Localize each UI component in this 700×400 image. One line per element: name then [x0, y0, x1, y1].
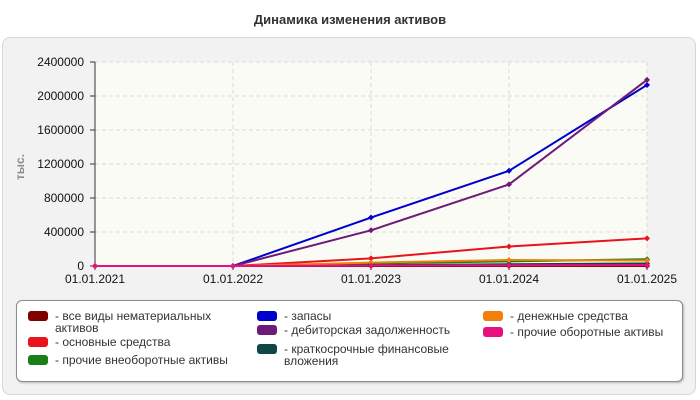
series-point — [230, 263, 236, 269]
legend-label: - дебиторская задолженность — [284, 323, 451, 337]
x-tick-label: 01.01.2025 — [617, 272, 677, 286]
x-tick-label: 01.01.2021 — [65, 272, 125, 286]
series-point — [92, 263, 98, 269]
legend-label: - прочие внеоборотные активы — [55, 353, 228, 367]
y-tick-label: 800000 — [44, 191, 84, 205]
legend-label: - все виды нематериальных активов — [55, 309, 212, 335]
y-tick-label: 2000000 — [37, 89, 84, 103]
legend-swatch — [28, 311, 48, 321]
legend-label: - прочие оборотные активы — [510, 325, 664, 339]
y-tick-label: 1600000 — [37, 123, 84, 137]
series-point — [506, 257, 512, 264]
chart-title: Динамика изменения активов — [253, 12, 447, 27]
series-point — [644, 76, 650, 83]
series-point — [368, 214, 374, 221]
series-point — [644, 257, 650, 264]
legend-swatch — [28, 337, 48, 347]
legend-swatch — [257, 311, 277, 321]
series-point — [506, 167, 512, 174]
legend-label: - основные средства — [55, 335, 171, 349]
legend-swatch — [257, 344, 277, 354]
legend-label: - запасы — [284, 309, 332, 323]
legend-swatch — [257, 325, 277, 335]
series-point — [368, 227, 374, 234]
legend-swatch — [483, 311, 503, 321]
series-point — [506, 243, 512, 250]
legend-label: - денежные средства — [510, 309, 628, 323]
x-tick-label: 01.01.2022 — [203, 272, 263, 286]
legend — [16, 300, 683, 382]
series-point — [644, 235, 650, 242]
legend-label: - краткосрочные финансовые вложения — [284, 342, 449, 368]
y-tick-label: 1200000 — [37, 157, 84, 171]
y-tick-label: 400000 — [44, 225, 84, 239]
y-tick-label: 2400000 — [37, 55, 84, 69]
y-tick-label: 0 — [77, 259, 84, 273]
series-point — [368, 262, 374, 269]
series-point — [644, 81, 650, 88]
x-tick-label: 01.01.2023 — [341, 272, 401, 286]
series-point — [506, 262, 512, 269]
series-point — [644, 262, 650, 269]
legend-swatch — [483, 327, 503, 337]
series-point — [368, 255, 374, 262]
legend-swatch — [28, 355, 48, 365]
series-point — [506, 181, 512, 188]
y-axis-label: тыс. — [13, 154, 27, 180]
x-tick-label: 01.01.2024 — [479, 272, 539, 286]
